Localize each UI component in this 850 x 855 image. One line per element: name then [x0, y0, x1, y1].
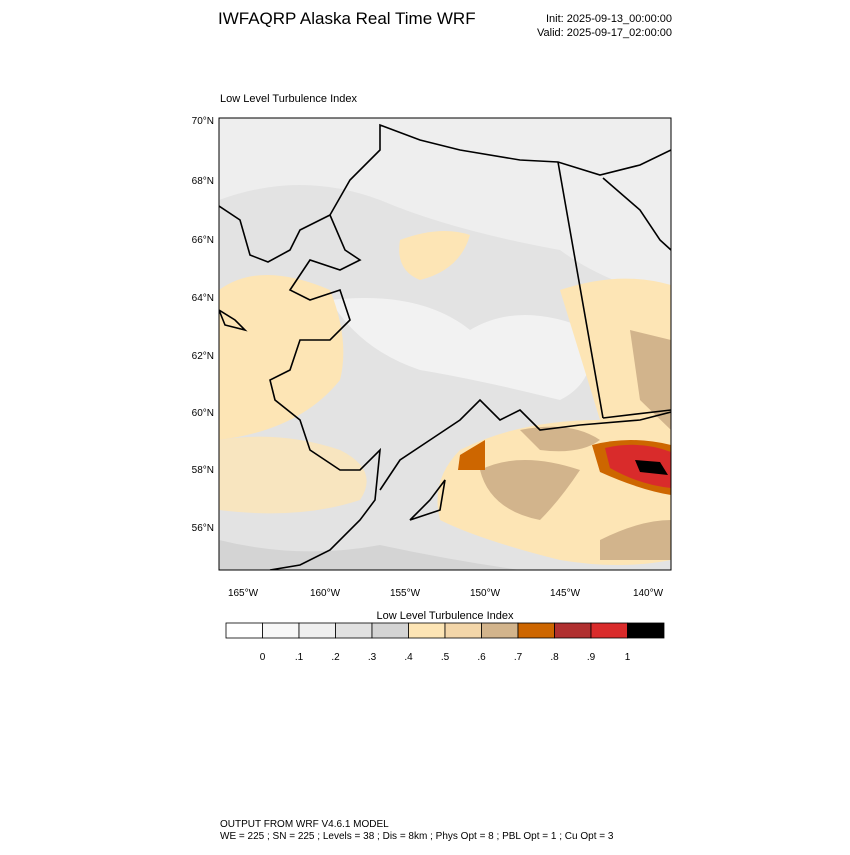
colorbar-box — [262, 622, 300, 639]
colorbar-box — [590, 622, 628, 639]
map-title: Low Level Turbulence Index — [220, 93, 357, 105]
colorbar-box — [298, 622, 336, 639]
lon-label: 160°W — [310, 588, 341, 599]
colorbar: 0 .1 .2 .3 .4 .5 .6 .7 .8 .9 1 — [225, 622, 665, 663]
shade — [219, 540, 520, 570]
colorbar-box — [444, 622, 482, 639]
colorbar-box — [371, 622, 409, 639]
colorbar-box — [481, 622, 519, 639]
colorbar-box — [225, 622, 263, 639]
init-time: Init: 2025-09-13_00:00:00 — [546, 13, 672, 25]
shade — [600, 520, 671, 560]
colorbar-label: .3 — [368, 652, 377, 663]
shade — [219, 275, 344, 440]
colorbar-box — [517, 622, 555, 639]
lon-label: 165°W — [228, 588, 259, 599]
colorbar-box — [554, 622, 592, 639]
colorbar-label: .4 — [404, 652, 413, 663]
shade — [520, 426, 600, 452]
lat-label: 68°N — [192, 176, 214, 187]
colorbar-label: 0 — [260, 652, 266, 663]
shade — [330, 298, 592, 400]
coastline — [219, 123, 671, 570]
colorbar-label: .9 — [587, 652, 596, 663]
colorbar-title: Low Level Turbulence Index — [377, 610, 514, 622]
lon-label: 150°W — [470, 588, 501, 599]
lon-label: 155°W — [390, 588, 421, 599]
shade — [630, 330, 671, 430]
shade — [219, 436, 367, 514]
colorbar-label: .1 — [295, 652, 304, 663]
lat-label: 58°N — [192, 465, 214, 476]
lon-label: 145°W — [550, 588, 581, 599]
shade — [635, 460, 668, 475]
map-frame — [218, 117, 672, 571]
colorbar-label: .2 — [331, 652, 340, 663]
lat-label: 66°N — [192, 235, 214, 246]
shade — [480, 460, 580, 520]
colorbar-label: .6 — [477, 652, 486, 663]
footer-line: WE = 225 ; SN = 225 ; Levels = 38 ; Dis … — [220, 831, 614, 842]
shade — [399, 231, 470, 280]
lat-label: 70°N — [192, 116, 214, 127]
lon-label: 140°W — [633, 588, 664, 599]
colorbar-label: .5 — [441, 652, 450, 663]
colorbar-box — [335, 622, 373, 639]
colorbar-label: 1 — [625, 652, 631, 663]
colorbar-label: .8 — [550, 652, 559, 663]
footer-line: OUTPUT FROM WRF V4.6.1 MODEL — [220, 819, 389, 830]
lat-label: 62°N — [192, 351, 214, 362]
shade — [458, 440, 485, 470]
colorbar-box — [408, 622, 446, 639]
main-title: IWFAQRP Alaska Real Time WRF — [218, 9, 476, 28]
map: 70°N 68°N 66°N 64°N 62°N 60°N 58°N 56°N 165°W 16… — [192, 116, 672, 599]
colorbar-box — [627, 622, 665, 639]
lat-label: 60°N — [192, 408, 214, 419]
lat-label: 56°N — [192, 523, 214, 534]
lat-label: 64°N — [192, 293, 214, 304]
valid-time: Valid: 2025-09-17_02:00:00 — [537, 27, 672, 39]
colorbar-label: .7 — [514, 652, 523, 663]
